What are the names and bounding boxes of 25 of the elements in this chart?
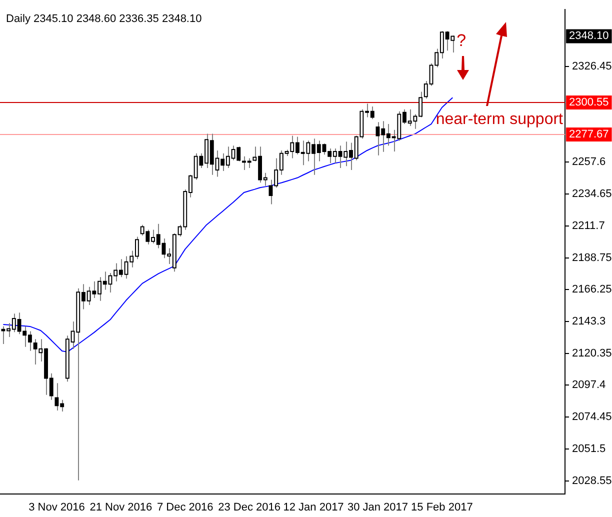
x-tick-label: 23 Dec 2016 [218,501,281,514]
ref-line-label: 2277.67 [569,128,609,141]
y-tick-label: 2143.3 [572,315,606,328]
chart-title: Daily 2345.10 2348.60 2336.35 2348.10 [6,13,202,26]
x-tick-label: 30 Jan 2017 [347,501,408,514]
x-tick-label: 21 Nov 2016 [90,501,152,514]
y-tick-label: 2211.7 [572,220,605,232]
y-tick-label: 2028.55 [572,475,612,488]
annotation: near-term support [436,110,564,128]
x-tick-label: 12 Jan 2017 [283,501,344,514]
y-tick-label: 2120.35 [572,347,612,360]
y-tick-label: 2257.6 [572,156,606,168]
x-tick-label: 7 Dec 2016 [156,501,214,514]
y-tick-label: 2166.25 [572,283,612,296]
y-tick-label: 2051.5 [572,443,606,456]
text: 2348.10 [569,30,609,42]
text: ? [456,31,466,50]
y-tick-label: 2097.4 [572,379,606,392]
y-tick-label: 2074.45 [572,411,612,424]
y-tick-label: 2234.65 [572,188,612,200]
y-tick-label: 2188.75 [572,252,612,264]
ref-line-label: 2300.55 [569,96,609,109]
x-tick-label: 15 Feb 2017 [411,501,473,514]
y-tick-label: 2326.45 [572,60,612,72]
x-tick-label: 3 Nov 2016 [28,501,85,514]
